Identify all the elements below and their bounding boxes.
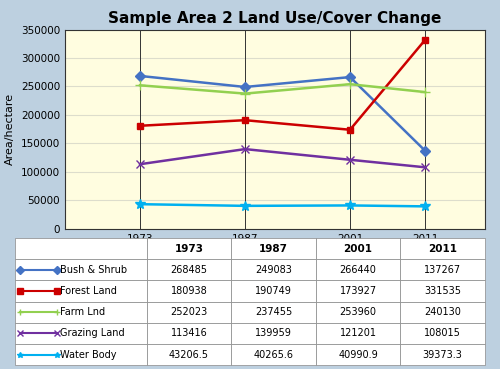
Grazing Land	[137, 162, 143, 166]
Line: Water Body: Water Body	[135, 199, 430, 211]
Water Body	[422, 204, 428, 208]
Text: 2011: 2011	[428, 244, 457, 254]
Text: 43206.5: 43206.5	[169, 350, 209, 360]
Text: Water Body: Water Body	[60, 350, 116, 360]
Bush & Shrub	[347, 75, 353, 79]
Text: 40265.6: 40265.6	[254, 350, 294, 360]
Text: 40990.9: 40990.9	[338, 350, 378, 360]
Bush & Shrub	[242, 85, 248, 89]
Forest Land	[422, 38, 428, 42]
Text: 139959: 139959	[255, 328, 292, 338]
Text: 121201: 121201	[340, 328, 376, 338]
Text: Farm Lnd: Farm Lnd	[60, 307, 104, 317]
Farm Lnd	[137, 83, 143, 87]
Text: 113416: 113416	[170, 328, 207, 338]
Text: 253960: 253960	[340, 307, 376, 317]
Forest Land	[242, 118, 248, 123]
Text: Grazing Land: Grazing Land	[60, 328, 124, 338]
Text: 240130: 240130	[424, 307, 461, 317]
Text: 252023: 252023	[170, 307, 207, 317]
Text: 249083: 249083	[255, 265, 292, 275]
Text: 39373.3: 39373.3	[423, 350, 463, 360]
Text: 137267: 137267	[424, 265, 462, 275]
Text: 180938: 180938	[170, 286, 207, 296]
Grazing Land	[422, 165, 428, 169]
Bush & Shrub	[422, 148, 428, 153]
Farm Lnd	[242, 92, 248, 96]
Farm Lnd	[347, 82, 353, 86]
Water Body	[137, 202, 143, 206]
Line: Grazing Land: Grazing Land	[136, 145, 429, 172]
Text: 266440: 266440	[340, 265, 376, 275]
Text: 190749: 190749	[255, 286, 292, 296]
Line: Bush & Shrub: Bush & Shrub	[136, 72, 428, 154]
Bush & Shrub	[137, 74, 143, 78]
Water Body	[242, 204, 248, 208]
Text: 173927: 173927	[340, 286, 376, 296]
Grazing Land	[242, 147, 248, 151]
Y-axis label: Area/hectare: Area/hectare	[6, 93, 16, 165]
Text: 1987: 1987	[259, 244, 288, 254]
Water Body	[347, 203, 353, 208]
Text: Forest Land: Forest Land	[60, 286, 116, 296]
Line: Forest Land: Forest Land	[136, 37, 428, 133]
Forest Land	[347, 128, 353, 132]
Grazing Land	[347, 158, 353, 162]
Forest Land	[137, 124, 143, 128]
Farm Lnd	[422, 90, 428, 94]
Text: 108015: 108015	[424, 328, 461, 338]
Text: 268485: 268485	[170, 265, 207, 275]
Text: 1973: 1973	[174, 244, 204, 254]
Text: Bush & Shrub: Bush & Shrub	[60, 265, 126, 275]
Text: 237455: 237455	[255, 307, 292, 317]
Text: 331535: 331535	[424, 286, 461, 296]
Text: 2001: 2001	[344, 244, 372, 254]
Line: Farm Lnd: Farm Lnd	[135, 79, 430, 99]
Title: Sample Area 2 Land Use/Cover Change: Sample Area 2 Land Use/Cover Change	[108, 11, 442, 25]
